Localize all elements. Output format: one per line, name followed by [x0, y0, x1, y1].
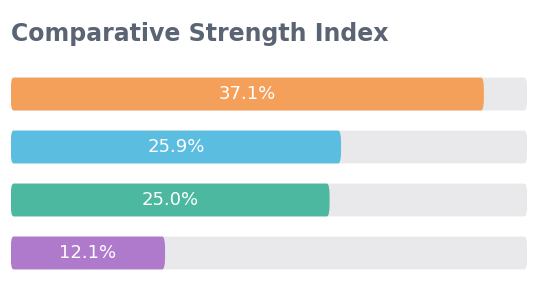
FancyBboxPatch shape [11, 237, 527, 270]
FancyBboxPatch shape [11, 184, 330, 217]
Text: 37.1%: 37.1% [218, 85, 276, 103]
FancyBboxPatch shape [11, 78, 484, 111]
FancyBboxPatch shape [11, 131, 341, 164]
FancyBboxPatch shape [11, 78, 527, 111]
FancyBboxPatch shape [11, 184, 527, 217]
Text: 12.1%: 12.1% [59, 244, 116, 262]
FancyBboxPatch shape [11, 131, 527, 164]
Text: 25.9%: 25.9% [147, 138, 204, 156]
FancyBboxPatch shape [11, 237, 165, 270]
Text: Comparative Strength Index: Comparative Strength Index [11, 22, 388, 46]
Text: 25.0%: 25.0% [141, 191, 199, 209]
